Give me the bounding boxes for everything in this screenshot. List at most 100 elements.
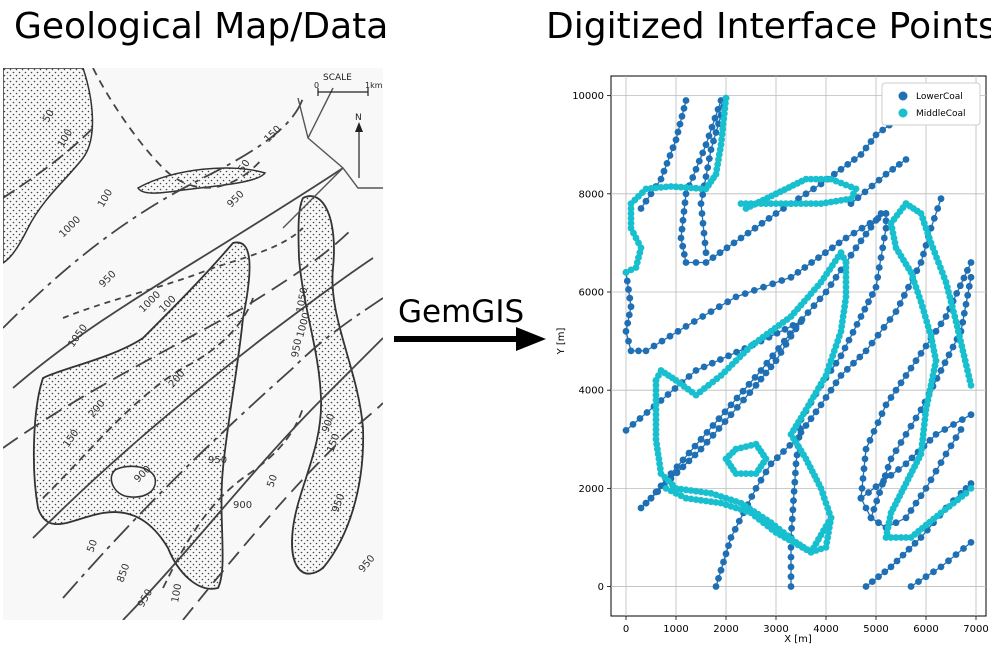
data-point-middlecoal: [962, 489, 970, 497]
data-point-lowercoal: [748, 493, 756, 500]
data-point-lowercoal: [937, 367, 945, 374]
data-point-lowercoal: [780, 448, 787, 455]
data-point-middlecoal: [897, 534, 905, 541]
data-point-lowercoal: [810, 302, 818, 310]
data-point-lowercoal: [699, 219, 707, 227]
data-point-lowercoal: [790, 488, 798, 495]
data-point-lowercoal: [739, 387, 747, 395]
data-point-lowercoal: [731, 525, 739, 533]
data-point-lowercoal: [801, 264, 809, 271]
contour-label: 50: [85, 538, 100, 554]
data-point-lowercoal: [624, 319, 632, 327]
data-point-lowercoal: [769, 280, 777, 288]
data-point-lowercoal: [691, 442, 699, 450]
data-point-lowercoal: [881, 568, 889, 576]
data-point-lowercoal: [763, 359, 771, 367]
data-point-middlecoal: [712, 499, 720, 506]
gemgis-label: GemGIS: [398, 294, 525, 330]
data-point-lowercoal: [886, 316, 894, 323]
data-point-lowercoal: [922, 485, 930, 492]
data-point-lowercoal: [911, 539, 919, 547]
data-point-lowercoal: [787, 273, 795, 281]
data-point-lowercoal: [744, 229, 752, 237]
data-point-lowercoal: [887, 394, 895, 401]
data-point-middlecoal: [837, 197, 845, 204]
data-point-lowercoal: [887, 471, 895, 479]
data-point-middlecoal: [692, 184, 700, 192]
data-point-lowercoal: [737, 234, 745, 242]
x-tick-label: 5000: [863, 624, 888, 635]
data-point-lowercoal: [657, 397, 665, 404]
data-point-lowercoal: [861, 188, 869, 196]
y-tick-label: 8000: [579, 189, 604, 200]
data-point-middlecoal: [627, 224, 635, 232]
data-point-lowercoal: [667, 470, 675, 477]
data-point-lowercoal: [912, 357, 920, 365]
data-point-lowercoal: [725, 352, 732, 360]
data-point-lowercoal: [682, 259, 690, 266]
data-point-middlecoal: [652, 426, 660, 433]
data-point-lowercoal: [868, 339, 876, 347]
data-point-lowercoal: [870, 506, 878, 513]
data-point-lowercoal: [879, 480, 886, 488]
data-point-lowercoal: [881, 472, 889, 480]
data-point-lowercoal: [730, 239, 738, 247]
data-point-lowercoal: [865, 489, 872, 496]
data-point-lowercoal: [637, 504, 645, 512]
data-point-lowercoal: [642, 347, 650, 355]
data-point-lowercoal: [850, 359, 857, 367]
data-point-lowercoal: [752, 485, 760, 492]
data-point-middlecoal: [807, 175, 815, 183]
data-point-lowercoal: [705, 132, 713, 140]
data-point-lowercoal: [680, 105, 688, 112]
data-point-lowercoal: [837, 352, 845, 360]
data-point-middlecoal: [657, 184, 665, 191]
data-point-lowercoal: [735, 517, 743, 525]
data-point-middlecoal: [922, 411, 929, 419]
data-point-lowercoal: [710, 137, 717, 145]
data-point-lowercoal: [882, 224, 890, 232]
data-point-lowercoal: [720, 558, 727, 566]
data-point-lowercoal: [680, 251, 688, 258]
data-point-lowercoal: [862, 504, 870, 512]
data-point-middlecoal: [662, 183, 670, 191]
data-point-lowercoal: [725, 542, 732, 549]
data-point-lowercoal: [650, 342, 658, 350]
data-point-lowercoal: [960, 274, 968, 282]
data-point-lowercoal: [751, 224, 759, 232]
data-point-lowercoal: [853, 321, 861, 328]
data-point-lowercoal: [837, 165, 845, 173]
data-point-lowercoal: [967, 539, 975, 546]
data-point-lowercoal: [892, 386, 900, 394]
data-point-lowercoal: [787, 563, 795, 571]
data-point-lowercoal: [678, 112, 686, 120]
data-point-lowercoal: [787, 583, 795, 590]
points-title: Digitized Interface Points: [546, 6, 991, 47]
data-point-lowercoal: [699, 313, 707, 320]
data-point-lowercoal: [807, 415, 815, 423]
data-point-lowercoal: [692, 259, 700, 266]
data-point-lowercoal: [960, 545, 967, 552]
data-point-lowercoal: [959, 318, 967, 326]
data-point-lowercoal: [625, 311, 633, 319]
data-point-lowercoal: [802, 190, 810, 198]
data-point-middlecoal: [672, 183, 680, 191]
data-point-lowercoal: [875, 264, 883, 271]
data-point-lowercoal: [703, 429, 711, 436]
data-point-middlecoal: [752, 470, 760, 477]
data-point-lowercoal: [673, 463, 681, 471]
data-point-lowercoal: [907, 364, 915, 372]
data-point-lowercoal: [847, 251, 855, 259]
data-point-lowercoal: [682, 190, 690, 198]
data-point-lowercoal: [900, 291, 908, 299]
data-point-lowercoal: [816, 295, 824, 303]
data-point-lowercoal: [690, 318, 698, 325]
data-point-lowercoal: [922, 573, 930, 581]
data-point-middlecoal: [802, 200, 810, 208]
data-point-lowercoal: [965, 282, 973, 290]
data-point-lowercoal: [884, 463, 892, 471]
data-point-middlecoal: [652, 396, 660, 404]
data-point-middlecoal: [682, 184, 690, 191]
scale-end: 1km: [365, 81, 383, 90]
data-point-lowercoal: [674, 128, 682, 136]
